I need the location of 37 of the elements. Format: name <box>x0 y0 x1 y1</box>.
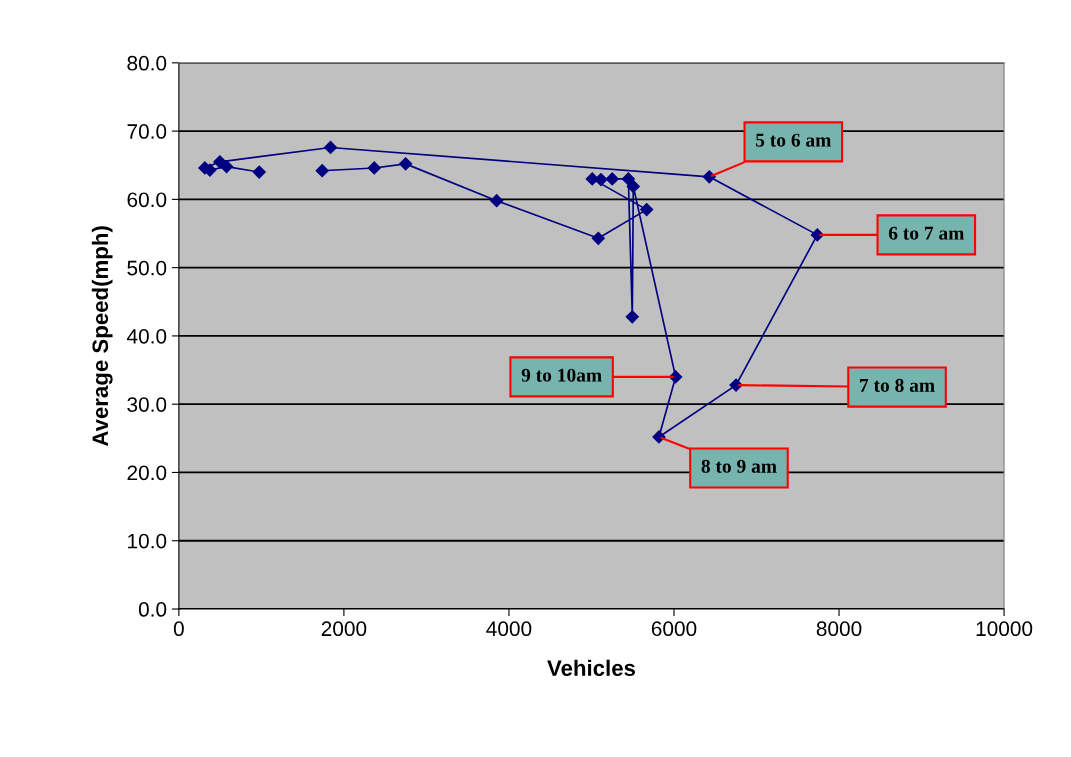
y-tick-label: 60.0 <box>127 192 167 208</box>
y-tick-label: 20.0 <box>127 465 167 481</box>
point <box>490 194 504 208</box>
point <box>591 231 605 245</box>
x-axis-title: Vehicles <box>547 659 636 676</box>
x-tick-label: 2000 <box>321 621 367 637</box>
point <box>367 161 381 175</box>
y-tick-label: 40.0 <box>126 328 167 344</box>
point <box>399 157 413 171</box>
annotation: 5 to 6 am <box>756 133 832 147</box>
point <box>585 172 599 186</box>
x-tick-label: 4000 <box>486 621 532 637</box>
x-tick-label: 0 <box>173 621 184 637</box>
x-tick-label: 6000 <box>651 621 697 637</box>
annotation: 8 to 9 am <box>701 459 777 473</box>
y-tick-label: 0.0 <box>138 602 167 617</box>
annotation: 6 to 7 am <box>888 226 965 240</box>
point <box>605 172 619 186</box>
y-axis-title: Average Speed(mph) <box>91 226 113 447</box>
point <box>625 310 639 324</box>
y-tick-label: 30.0 <box>127 397 167 412</box>
y-tick-label: 50.0 <box>127 260 167 276</box>
point <box>702 170 716 184</box>
annotation: 7 to 8 am <box>860 378 935 392</box>
y-tick-label: 10.0 <box>128 533 167 549</box>
point <box>640 203 654 217</box>
point <box>252 165 266 179</box>
x-tick-label: 10000 <box>976 621 1033 637</box>
point <box>323 140 338 155</box>
point <box>315 164 329 178</box>
x-tick-label: 8000 <box>816 621 862 637</box>
point <box>213 155 227 169</box>
annotation: 9 to 10am <box>521 368 602 382</box>
point <box>810 228 824 242</box>
y-tick-label: 80.0 <box>127 55 167 71</box>
y-tick-label: 70.0 <box>127 124 167 139</box>
point <box>621 172 635 186</box>
